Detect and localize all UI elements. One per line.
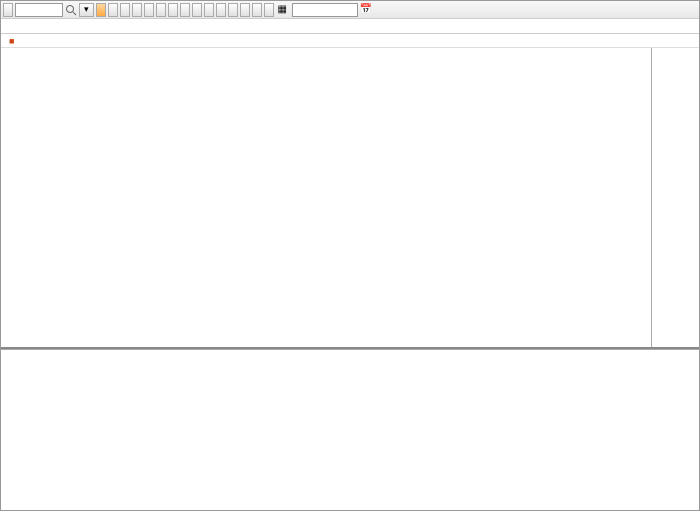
cnt-60[interactable] [264, 3, 274, 17]
period-min[interactable] [156, 3, 166, 17]
stock-code-input[interactable] [15, 3, 63, 17]
stock-name[interactable] [96, 3, 106, 17]
cnt-15[interactable] [228, 3, 238, 17]
cnt-5[interactable] [204, 3, 214, 17]
price-y-axis [651, 48, 699, 347]
date-input[interactable] [292, 3, 358, 17]
chart-icon-btn[interactable]: ▾ [79, 3, 94, 17]
period-sec[interactable] [168, 3, 178, 17]
cnt-1[interactable] [192, 3, 202, 17]
dropdown-jeon[interactable] [3, 3, 13, 17]
config-icon[interactable]: ▦ [278, 4, 290, 16]
period-tick[interactable] [180, 3, 190, 17]
calendar-icon[interactable]: 📅 [360, 4, 372, 16]
period-month[interactable] [132, 3, 142, 17]
main-price-chart[interactable] [1, 48, 699, 348]
cnt-10[interactable] [216, 3, 226, 17]
period-day[interactable] [108, 3, 118, 17]
price-info-row [1, 19, 699, 34]
top-toolbar: ▾ ▦ 📅 [1, 1, 699, 19]
cnt-30[interactable] [240, 3, 250, 17]
cnt-45[interactable] [252, 3, 262, 17]
chart-legend: ■ [1, 34, 699, 48]
period-week[interactable] [120, 3, 130, 17]
search-icon[interactable] [65, 4, 77, 16]
period-year[interactable] [144, 3, 154, 17]
date-x-axis [1, 349, 699, 362]
